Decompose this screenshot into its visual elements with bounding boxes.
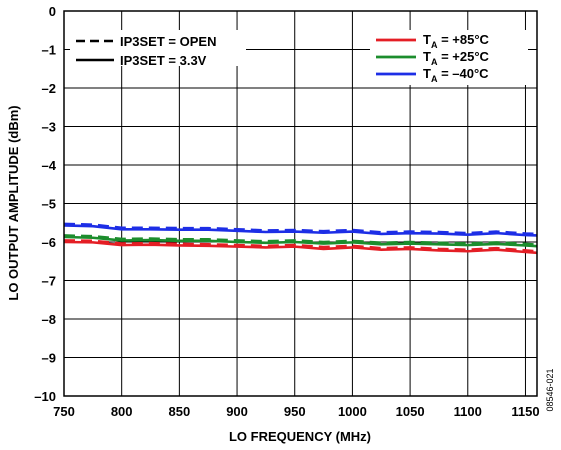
x-tick-label: 900	[226, 404, 248, 419]
x-tick-label: 1150	[511, 404, 539, 419]
figure-code: 08546-021	[545, 368, 555, 411]
y-tick-label: –6	[42, 235, 56, 250]
y-tick-label: –10	[34, 389, 56, 404]
x-tick-label: 750	[53, 404, 75, 419]
series-line-3v3-3	[63, 235, 538, 248]
y-tick-label: –2	[42, 81, 56, 96]
y-tick-label: –9	[42, 351, 56, 366]
legend-ip3set: IP3SET = OPEN IP3SET = 3.3V	[70, 30, 246, 68]
x-tick-label: 1000	[338, 404, 367, 419]
y-tick-label: –1	[42, 43, 56, 58]
series-line-open-0	[63, 239, 538, 253]
x-tick-label: 850	[169, 404, 191, 419]
x-tick-label: 1100	[454, 404, 482, 419]
x-tick-label: 800	[111, 404, 133, 419]
y-tick-labels: 0 –1 –2 –3 –4 –5 –6 –7 –8 –9 –10	[34, 4, 56, 404]
y-tick-label: –8	[42, 312, 56, 327]
legend-temperature-label: TA = –40°C	[423, 66, 489, 84]
legend-temperature-label: TA = +25°C	[423, 49, 490, 67]
x-tick-label: 950	[284, 404, 306, 419]
legend-ip3set-label: IP3SET = 3.3V	[120, 53, 207, 68]
legend-temperature-label: TA = +85°C	[423, 32, 490, 50]
plot-frame	[63, 10, 538, 397]
y-axis-label: LO OUTPUT AMPLITUDE (dBm)	[6, 105, 21, 300]
y-tick-label: 0	[49, 4, 56, 19]
series-line-3v3-5	[63, 224, 538, 237]
y-tick-label: –5	[42, 197, 56, 212]
x-axis-label: LO FREQUENCY (MHz)	[229, 429, 371, 444]
legend-ip3set-label: IP3SET = OPEN	[120, 34, 216, 49]
y-tick-label: –3	[42, 120, 56, 135]
series-line-open-4	[63, 222, 538, 236]
y-tick-label: –7	[42, 274, 56, 289]
series-line-3v3-1	[63, 240, 538, 255]
legend-temperature: TA = +85°CTA = +25°CTA = –40°C	[370, 30, 528, 85]
series-layer	[63, 222, 538, 255]
y-tick-label: –4	[42, 158, 57, 173]
x-tick-label: 1050	[396, 404, 425, 419]
x-tick-labels: 750 800 850 900 950 1000 1050 1100 1150	[53, 404, 539, 419]
series-line-open-2	[63, 234, 538, 246]
